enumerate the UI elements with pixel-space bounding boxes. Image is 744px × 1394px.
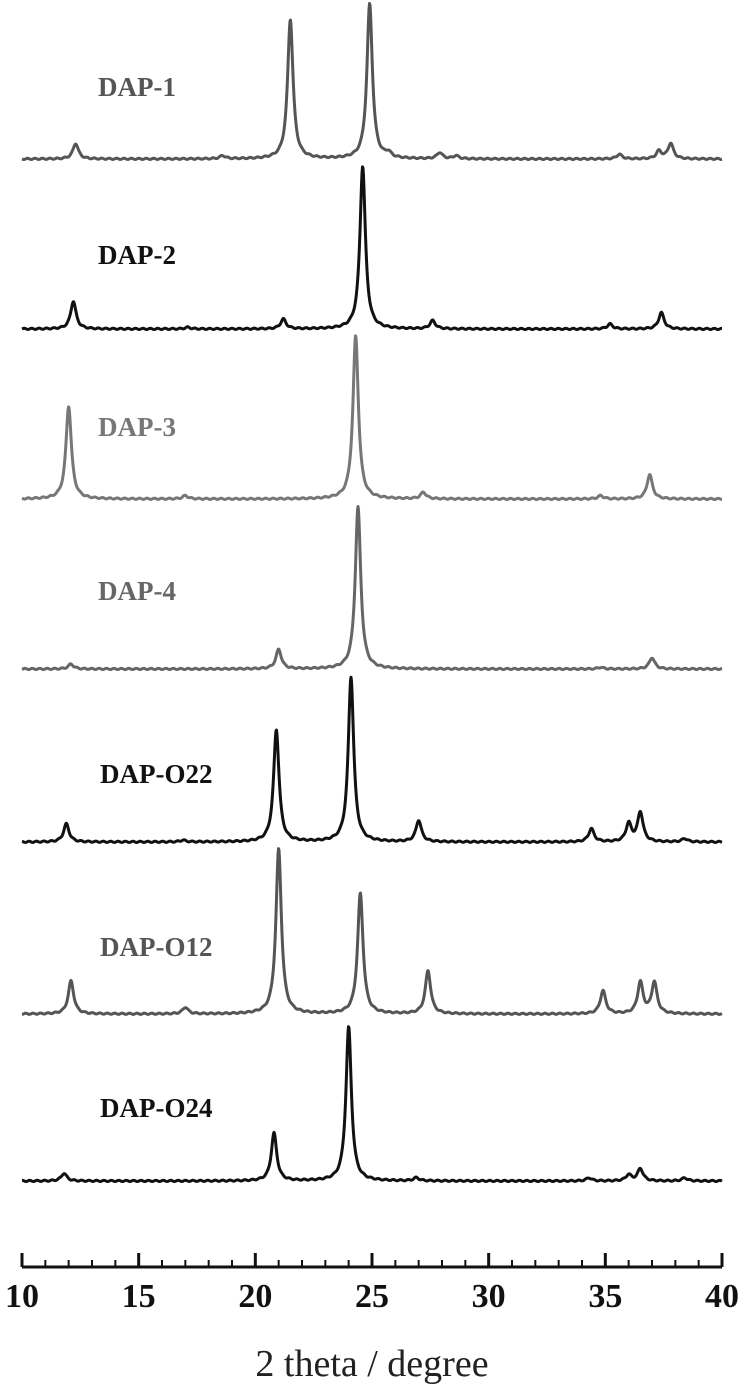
x-tick-label: 20 [238, 1278, 272, 1315]
series-label-dap-3: DAP-3 [98, 412, 176, 442]
x-axis-title: 2 theta / degree [255, 1343, 488, 1385]
series-labels-layer: DAP-1 DAP-2 DAP-3 DAP-4 DAP-O22 DAP-O12 DAP-O2… [98, 72, 212, 1123]
series-label-dap-4: DAP-4 [98, 576, 176, 606]
x-tick-label: 30 [472, 1278, 506, 1315]
series-label-dap-o24: DAP-O24 [100, 1093, 212, 1123]
series-label-dap-o22: DAP-O22 [100, 759, 212, 789]
x-tick-label: 35 [588, 1278, 622, 1315]
x-tick-label: 10 [5, 1278, 39, 1315]
x-axis: 10 15 20 25 30 35 40 2 theta / degree [5, 1253, 739, 1385]
series-label-dap-1: DAP-1 [98, 72, 176, 102]
x-ticks: 10 15 20 25 30 35 40 [5, 1253, 739, 1315]
series-label-dap-2: DAP-2 [98, 240, 176, 270]
x-tick-label: 15 [122, 1278, 156, 1315]
x-tick-label: 40 [705, 1278, 739, 1315]
series-label-dap-o12: DAP-O12 [100, 932, 212, 962]
x-tick-label: 25 [355, 1278, 389, 1315]
